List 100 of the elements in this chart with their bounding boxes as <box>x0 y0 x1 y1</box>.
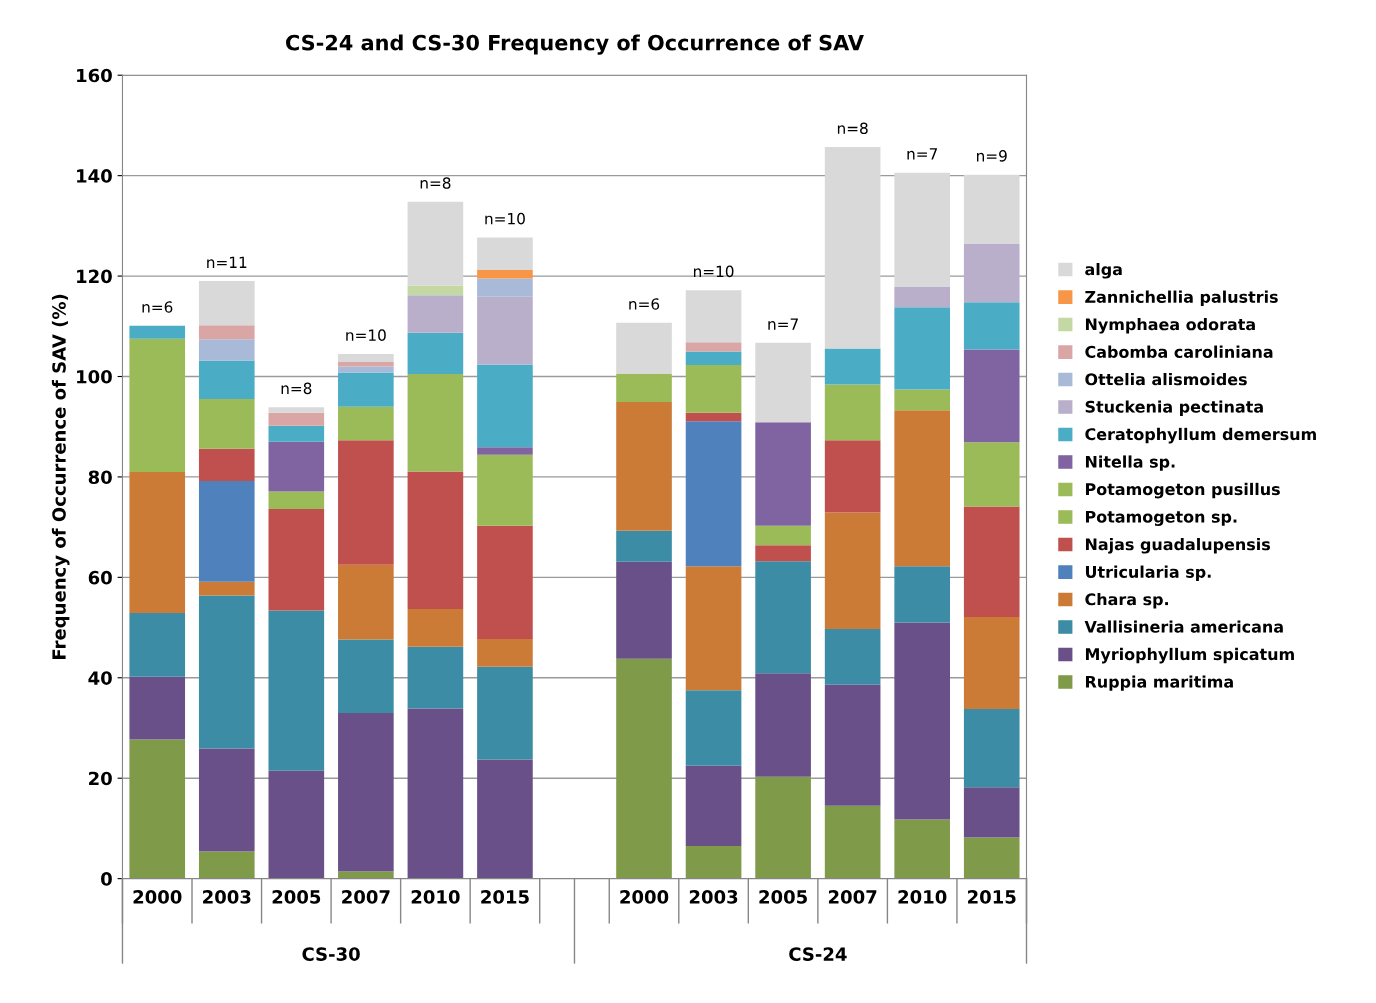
y-tick-label: 20 <box>89 771 112 786</box>
bar <box>129 739 186 879</box>
bar <box>894 819 950 879</box>
bar <box>338 406 394 441</box>
legend-label: Cabomba caroliniana <box>1085 345 1273 358</box>
bar <box>616 561 672 659</box>
bar <box>198 339 255 361</box>
bar <box>477 525 533 640</box>
bar <box>824 348 881 385</box>
bar <box>963 617 1020 709</box>
bar <box>824 384 881 441</box>
legend-label: Ottelia alismoides <box>1085 372 1247 386</box>
bar <box>477 237 533 271</box>
bar <box>755 525 811 546</box>
bar <box>685 421 742 567</box>
bar <box>407 646 464 709</box>
bar <box>824 629 881 685</box>
annotation: n=10 <box>485 212 525 225</box>
legend-label: Chara sp. <box>1085 592 1168 609</box>
x-tick-label: 2003 <box>203 890 251 904</box>
bar <box>338 372 394 407</box>
bar <box>477 447 533 455</box>
x-tick-label: 2000 <box>133 890 182 904</box>
bar <box>755 342 811 423</box>
bar <box>685 351 742 365</box>
bar <box>477 270 533 279</box>
bar <box>198 360 255 400</box>
bar <box>129 325 186 339</box>
bar <box>963 787 1020 838</box>
bar <box>198 281 255 326</box>
bar <box>268 770 325 879</box>
bar <box>685 765 742 846</box>
bar <box>338 366 394 373</box>
chart-title: CS-24 and CS-30 Frequency of Occurrence of SAV <box>286 34 864 55</box>
bar <box>755 422 811 526</box>
bar <box>477 278 533 297</box>
annotation: n=8 <box>420 177 451 189</box>
bar <box>616 373 672 403</box>
bar <box>477 364 533 448</box>
bar <box>963 302 1020 350</box>
x-tick-label: 2005 <box>272 890 321 904</box>
bar <box>963 506 1020 618</box>
bar <box>268 491 325 510</box>
x-tick-label: 2015 <box>968 890 1016 904</box>
x-tick-label: 2000 <box>620 890 669 904</box>
y-tick-label: 40 <box>88 671 112 685</box>
x-tick-label: 2010 <box>411 890 460 904</box>
bar <box>685 566 742 691</box>
annotation: n=11 <box>207 256 247 268</box>
annotation: n=10 <box>693 265 734 278</box>
bar <box>963 837 1020 879</box>
bar <box>407 285 464 296</box>
bar <box>894 389 950 411</box>
bar <box>616 402 672 531</box>
annotation: n=8 <box>281 382 312 395</box>
bar <box>616 322 672 374</box>
y-axis-title: Frequency of Occurrence of SAV (%) <box>51 294 70 659</box>
legend-label: Nitella sp. <box>1085 455 1175 471</box>
bar <box>755 776 811 879</box>
bar <box>198 480 255 582</box>
legend-label: Potamogeton sp. <box>1085 510 1237 526</box>
bar <box>338 353 394 362</box>
bar <box>755 673 811 777</box>
bar <box>407 608 464 647</box>
bar <box>477 759 533 879</box>
bar <box>894 172 950 287</box>
bar <box>963 243 1020 303</box>
bar <box>268 441 325 492</box>
legend-label: Utricularia sp. <box>1085 565 1211 581</box>
legend-label: Najas guadalupensis <box>1085 537 1270 554</box>
bar <box>129 471 186 613</box>
bar <box>685 412 742 422</box>
bar <box>129 338 186 472</box>
bar <box>268 425 325 442</box>
annotation: n=7 <box>907 148 937 160</box>
bar <box>963 174 1020 244</box>
legend-label: Ruppia maritima <box>1085 675 1233 691</box>
x-tick-label: 2015 <box>481 890 529 904</box>
y-tick-label: 80 <box>88 470 112 485</box>
bar <box>407 471 464 609</box>
bar <box>198 595 255 749</box>
x-tick-label: 2003 <box>689 890 738 904</box>
y-tick-label: 60 <box>88 570 112 585</box>
y-tick-label: 100 <box>77 369 112 384</box>
bar <box>824 805 881 879</box>
bar <box>407 332 464 374</box>
legend-label: Potamogeton pusillus <box>1085 482 1280 499</box>
y-tick-label: 160 <box>77 68 112 83</box>
legend-label: alga <box>1085 262 1122 279</box>
bar <box>198 448 255 481</box>
bar <box>685 845 742 879</box>
bar <box>824 512 881 630</box>
bar <box>824 440 881 513</box>
bar <box>963 708 1020 788</box>
annotation: n=10 <box>346 329 386 341</box>
bar <box>268 509 325 611</box>
bar <box>963 349 1020 443</box>
bar <box>268 610 325 771</box>
bar <box>407 201 464 286</box>
x-tick-label: 2007 <box>828 890 877 904</box>
